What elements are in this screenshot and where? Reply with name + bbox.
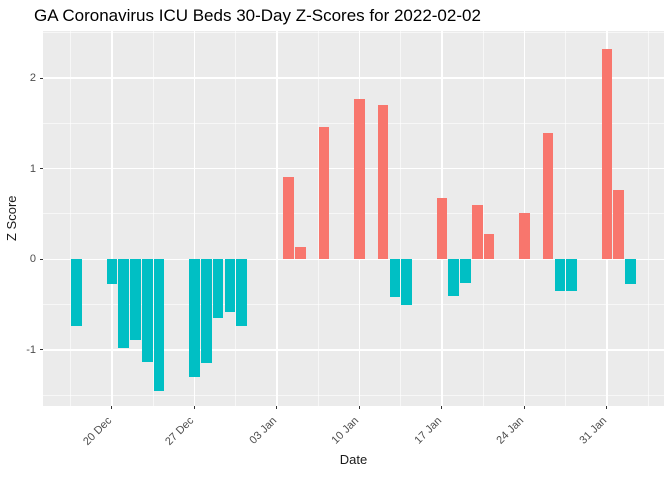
gridline-minor-vertical [647,31,649,406]
gridline-minor-vertical [400,31,402,406]
bar-21-Jan [483,233,495,260]
bar-30-Dec [224,259,236,312]
x-axis-tick-mark [441,406,443,409]
gridline-minor-vertical [565,31,567,406]
bar-01-Feb [613,190,625,260]
bar-24-Jan [519,213,530,260]
bar-07-Jan [318,127,330,260]
gridline-major-vertical [111,31,113,406]
gridline-minor-vertical [235,31,237,406]
gridline-minor-horizontal [43,394,664,396]
bar-31-Jan [601,49,613,260]
bar-28-Dec [200,259,212,363]
gridline-major-horizontal [43,258,664,260]
x-axis-title: Date [339,452,368,467]
gridline-minor-horizontal [43,304,664,306]
gridline-minor-horizontal [43,213,664,215]
bar-19-Jan [460,259,471,283]
bar-17-Dec [71,259,82,327]
bar-31-Dec [236,259,247,327]
y-axis-tick-label: 0 [29,253,36,266]
bar-14-Jan [401,259,412,305]
y-axis-tick-label: 1 [29,162,36,175]
y-axis-tick-label: 2 [29,72,36,85]
x-axis-tick-mark [606,406,608,409]
bar-24-Dec [153,259,165,392]
x-axis-tick-mark [276,406,278,409]
bar-22-Dec [130,259,141,340]
gridline-minor-vertical [70,31,72,406]
bar-27-Dec [189,259,200,377]
bar-27-Jan [554,259,566,291]
gridline-minor-horizontal [43,32,664,34]
gridline-major-vertical [193,31,196,406]
y-axis-tick-mark [40,258,43,260]
bar-20-Dec [106,259,118,284]
bar-28-Jan [566,259,577,291]
y-axis-tick-mark [40,77,43,79]
bar-18-Jan [448,259,460,297]
gridline-minor-horizontal [43,122,664,124]
y-axis-tick-mark [40,349,43,351]
bar-17-Jan [436,197,448,260]
bar-13-Jan [389,259,401,298]
gridline-minor-vertical [482,31,484,406]
gridline-major-vertical [276,31,278,406]
bar-05-Jan [295,247,306,260]
x-axis-tick-mark [523,406,525,409]
gridline-minor-vertical [317,31,319,406]
x-axis-tick-mark [111,406,113,409]
gridline-major-horizontal [43,167,664,170]
bar-23-Dec [142,259,153,362]
y-axis-tick-mark [40,168,43,170]
bar-26-Jan [542,133,554,260]
bar-02-Feb [625,259,636,284]
bar-20-Jan [472,204,483,260]
bar-12-Jan [377,105,389,260]
bar-04-Jan [283,176,295,260]
bar-21-Dec [118,259,130,349]
x-axis-tick-mark [358,406,360,409]
bar-29-Dec [212,259,224,319]
y-axis-tick-label: -1 [26,343,36,356]
gridline-minor-vertical [152,31,154,406]
gridline-major-horizontal [43,77,664,79]
plot-panel [43,31,664,406]
x-axis-tick-mark [193,406,195,409]
bar-10-Jan [354,98,365,260]
chart-title: GA Coronavirus ICU Beds 30-Day Z-Scores … [34,6,481,25]
gridline-major-horizontal [43,349,664,351]
